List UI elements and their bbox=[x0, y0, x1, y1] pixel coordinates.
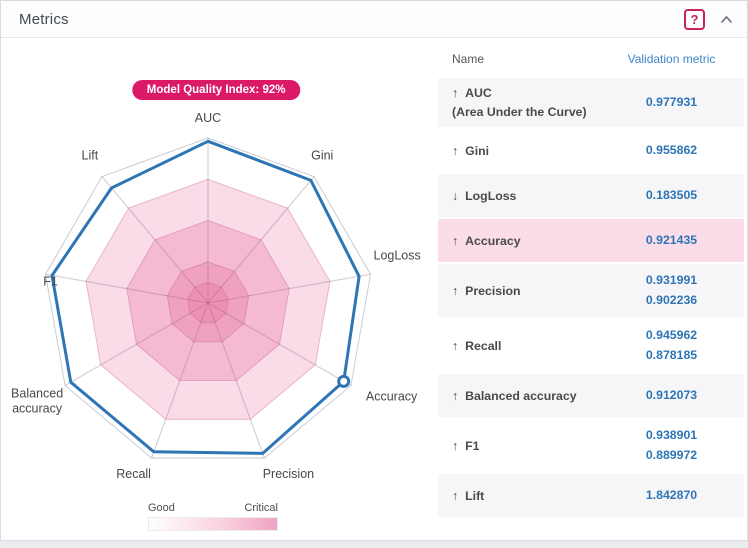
metric-name-cell: ↑ Accuracy bbox=[438, 234, 599, 248]
metric-subtitle: (Area Under the Curve) bbox=[452, 105, 587, 119]
table-row-balanced-accuracy[interactable]: ↑ Balanced accuracy 0.912073 bbox=[438, 374, 744, 417]
collapse-button[interactable] bbox=[720, 12, 733, 27]
table-rows: ↑ AUC (Area Under the Curve) 0.977931 ↑ Gini 0… bbox=[438, 78, 744, 517]
column-header-name: Name bbox=[452, 52, 485, 66]
metric-name: Balanced accuracy bbox=[465, 388, 577, 403]
column-header-validation-metric[interactable]: Validation metric bbox=[627, 52, 716, 66]
axis-label-accuracy: Accuracy bbox=[366, 390, 418, 404]
table-row-precision[interactable]: ↑ Precision 0.931991 0.902236 bbox=[438, 264, 744, 317]
metric-value-cell: 0.921435 bbox=[599, 232, 744, 249]
metric-name: Gini bbox=[465, 143, 490, 158]
metric-name-cell: ↑ F1 bbox=[438, 439, 599, 453]
metric-value-cell: 0.938901 0.889972 bbox=[599, 427, 744, 464]
table-header-row: Name Validation metric bbox=[438, 47, 744, 71]
metric-name: Recall bbox=[465, 338, 502, 353]
axis-label-gini: Gini bbox=[311, 149, 333, 163]
axis-label-f1: F1 bbox=[43, 274, 58, 288]
arrow-down-icon: ↓ bbox=[452, 188, 459, 203]
table-row-auc[interactable]: ↑ AUC (Area Under the Curve) 0.977931 bbox=[438, 78, 744, 127]
metric-value: 0.945962 bbox=[645, 328, 698, 342]
metric-name-cell: ↑ Recall bbox=[438, 339, 599, 353]
arrow-up-icon: ↑ bbox=[452, 338, 459, 353]
axis-label-lift: Lift bbox=[82, 149, 99, 163]
metric-value: 0.931991 bbox=[645, 273, 698, 287]
metric-name-cell: ↑ Balanced accuracy bbox=[438, 389, 599, 403]
metric-value-cell: 0.955862 bbox=[599, 142, 744, 159]
table-row-accuracy[interactable]: ↑ Accuracy 0.921435 bbox=[438, 219, 744, 262]
metric-name: Lift bbox=[465, 488, 485, 503]
table-row-f1[interactable]: ↑ F1 0.938901 0.889972 bbox=[438, 419, 744, 472]
metric-value: 0.938901 bbox=[645, 428, 698, 442]
panel-body: AUC Gini LogLoss Accuracy Precision Recall Bal… bbox=[1, 38, 747, 540]
header-controls: ? bbox=[684, 8, 733, 30]
metric-name-cell: ↑ Gini bbox=[438, 144, 599, 158]
panel-header: Metrics ? bbox=[1, 1, 747, 38]
arrow-up-icon: ↑ bbox=[452, 438, 459, 453]
legend-good-label: Good bbox=[148, 502, 175, 514]
metric-value-cell: 0.977931 bbox=[599, 94, 744, 111]
metric-name-cell: ↓ LogLoss bbox=[438, 189, 599, 203]
metric-value: 0.921435 bbox=[645, 233, 698, 247]
arrow-up-icon: ↑ bbox=[452, 388, 459, 403]
panel-title: Metrics bbox=[19, 10, 69, 28]
metric-value: 0.889972 bbox=[645, 448, 698, 462]
chart-legend: Good Critical bbox=[148, 502, 278, 531]
metric-value: 0.955862 bbox=[645, 143, 698, 157]
axis-label-balanced-accuracy: Balanced accuracy bbox=[11, 387, 63, 416]
arrow-up-icon: ↑ bbox=[452, 233, 459, 248]
metric-name-cell: ↑ Precision bbox=[438, 284, 599, 298]
radar-chart: AUC Gini LogLoss Accuracy Precision Recall Bal… bbox=[11, 111, 421, 481]
metric-value: 0.912073 bbox=[645, 388, 698, 402]
metric-name: Precision bbox=[465, 283, 521, 298]
axis-label-auc: AUC bbox=[195, 111, 221, 125]
metric-value-cell: 0.945962 0.878185 bbox=[599, 327, 744, 364]
metric-name: AUC bbox=[465, 86, 492, 100]
metric-value-cell: 0.183505 bbox=[599, 187, 744, 204]
arrow-up-icon: ↑ bbox=[452, 86, 459, 100]
arrow-up-icon: ↑ bbox=[452, 143, 459, 158]
help-button[interactable]: ? bbox=[684, 8, 705, 30]
legend-gradient-bar bbox=[148, 517, 278, 531]
table-row-recall[interactable]: ↑ Recall 0.945962 0.878185 bbox=[438, 319, 744, 372]
metric-value: 0.878185 bbox=[645, 348, 698, 362]
legend-critical-label: Critical bbox=[244, 502, 278, 514]
chevron-up-icon bbox=[720, 12, 733, 27]
metric-name: Accuracy bbox=[465, 233, 521, 248]
metric-value: 1.842870 bbox=[645, 488, 698, 502]
axis-label-recall: Recall bbox=[116, 467, 151, 481]
arrow-up-icon: ↑ bbox=[452, 488, 459, 503]
table-row-logloss[interactable]: ↓ LogLoss 0.183505 bbox=[438, 174, 744, 217]
axis-label-precision: Precision bbox=[263, 467, 314, 481]
arrow-up-icon: ↑ bbox=[452, 283, 459, 298]
metric-name: LogLoss bbox=[465, 188, 517, 203]
metric-value-cell: 0.912073 bbox=[599, 387, 744, 404]
metric-name: F1 bbox=[465, 438, 480, 453]
table-row-gini[interactable]: ↑ Gini 0.955862 bbox=[438, 129, 744, 172]
metrics-table: Name Validation metric ↑ AUC (Area Under t… bbox=[438, 38, 747, 540]
radar-chart-pane: AUC Gini LogLoss Accuracy Precision Recall Bal… bbox=[1, 38, 438, 540]
metric-value: 0.902236 bbox=[645, 293, 698, 307]
metric-value: 0.977931 bbox=[645, 95, 698, 109]
metric-value: 0.183505 bbox=[645, 188, 698, 202]
metric-value-cell: 0.931991 0.902236 bbox=[599, 272, 744, 309]
metric-name-cell: ↑ AUC (Area Under the Curve) bbox=[438, 86, 599, 119]
table-row-lift[interactable]: ↑ Lift 1.842870 bbox=[438, 474, 744, 517]
model-quality-badge: Model Quality Index: 92% bbox=[131, 80, 301, 100]
metric-name-cell: ↑ Lift bbox=[438, 489, 599, 503]
axis-label-logloss: LogLoss bbox=[374, 248, 421, 262]
metric-value-cell: 1.842870 bbox=[599, 487, 744, 504]
